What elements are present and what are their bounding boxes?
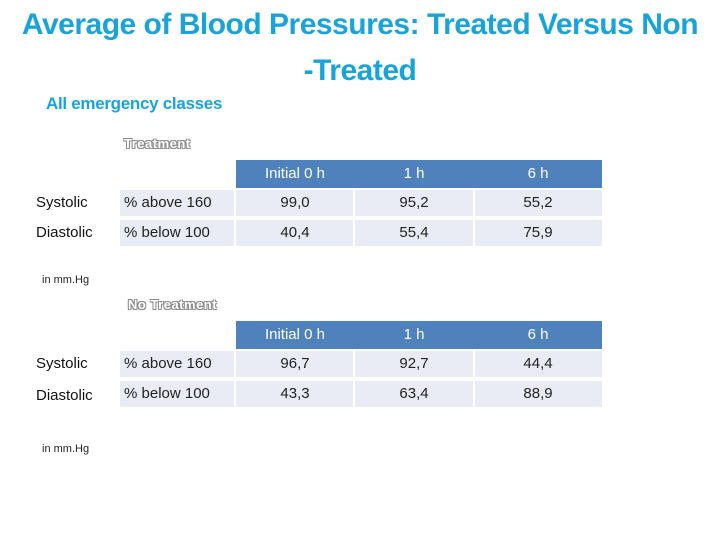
cell-value: 99,0	[280, 194, 310, 211]
table-row	[120, 220, 602, 246]
unit-note-no-treatment: in mm.Hg	[42, 443, 90, 455]
cell-value: 92,7	[399, 355, 429, 372]
section-label-no-treatment: No Treatment	[128, 297, 218, 312]
section-label-treatment: Treatment	[124, 136, 191, 151]
cell-value: 43,3	[280, 385, 310, 402]
column-header-6h: 6 h	[527, 165, 549, 182]
unit-note-treatment: in mm.Hg	[42, 274, 90, 286]
table-header-band	[236, 321, 602, 349]
cell-measure: % below 100	[124, 224, 210, 241]
table-header-band	[236, 160, 602, 188]
table-row	[120, 381, 602, 407]
column-header-1h: 1 h	[403, 165, 425, 182]
cell-value: 88,9	[523, 385, 553, 402]
cell-value: 95,2	[399, 194, 429, 211]
cell-measure: % above 160	[124, 355, 212, 372]
row-label-systolic: Systolic	[36, 355, 88, 372]
column-divider	[473, 351, 475, 407]
column-divider	[473, 190, 475, 246]
row-divider	[120, 216, 602, 218]
slide-title-line-2: -Treated	[303, 54, 417, 87]
slide-subtitle: All emergency classes	[46, 94, 223, 113]
cell-value: 55,4	[399, 224, 429, 241]
column-header-initial: Initial 0 h	[264, 326, 326, 343]
column-divider	[353, 190, 355, 246]
table-row	[120, 351, 602, 377]
column-header-1h: 1 h	[403, 326, 425, 343]
cell-value: 44,4	[523, 355, 553, 372]
column-divider	[234, 351, 236, 407]
cell-value: 55,2	[523, 194, 553, 211]
cell-measure: % above 160	[124, 194, 212, 211]
column-divider	[353, 351, 355, 407]
column-header-6h: 6 h	[527, 326, 549, 343]
cell-value: 96,7	[280, 355, 310, 372]
cell-value: 75,9	[523, 224, 553, 241]
cell-value: 40,4	[280, 224, 310, 241]
row-divider	[120, 377, 602, 379]
column-divider	[234, 190, 236, 246]
row-label-systolic: Systolic	[36, 194, 88, 211]
slide-title: Average of Blood Pressures: Treated Vers…	[0, 2, 720, 94]
table-row	[120, 190, 602, 216]
column-header-initial: Initial 0 h	[264, 165, 326, 182]
slide-title-line-1: Average of Blood Pressures: Treated Vers…	[21, 8, 699, 41]
cell-value: 63,4	[399, 385, 429, 402]
row-label-diastolic: Diastolic	[36, 387, 93, 404]
row-label-diastolic: Diastolic	[36, 224, 93, 241]
cell-measure: % below 100	[124, 385, 210, 402]
